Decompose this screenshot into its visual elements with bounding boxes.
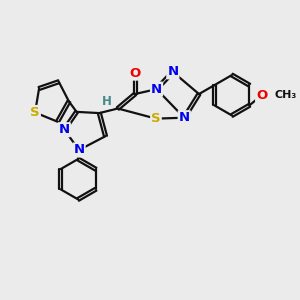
Text: CH₃: CH₃ [275, 90, 297, 100]
Text: O: O [129, 67, 141, 80]
Text: N: N [74, 143, 85, 157]
Text: N: N [179, 111, 190, 124]
Text: S: S [30, 106, 40, 119]
Text: O: O [256, 89, 267, 102]
Text: N: N [167, 65, 178, 78]
Text: H: H [102, 95, 112, 108]
Text: N: N [59, 123, 70, 136]
Text: S: S [151, 112, 161, 125]
Text: N: N [151, 82, 162, 96]
